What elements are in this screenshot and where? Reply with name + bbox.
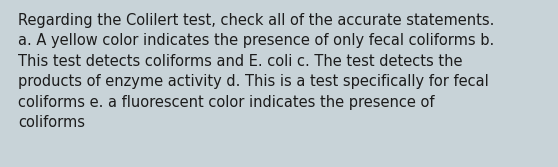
Text: Regarding the Colilert test, check all of the accurate statements.
a. A yellow c: Regarding the Colilert test, check all o…: [18, 13, 494, 130]
